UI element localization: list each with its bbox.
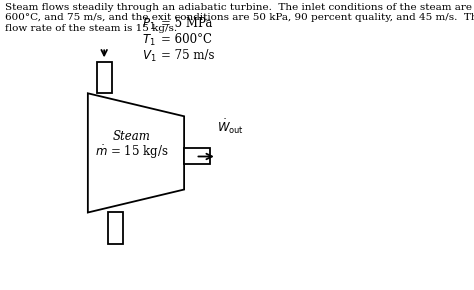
Text: $P_1$: $P_1$	[142, 17, 155, 32]
Text: Steam flows steadily through an adiabatic turbine.  The inlet conditions of the : Steam flows steadily through an adiabati…	[5, 3, 474, 33]
Text: = 5 MPa: = 5 MPa	[161, 17, 213, 30]
Bar	[97, 62, 112, 93]
Text: $V_1$: $V_1$	[142, 49, 156, 64]
Bar	[109, 213, 123, 244]
Text: $\dot{W}_\mathrm{out}$: $\dot{W}_\mathrm{out}$	[217, 118, 244, 136]
Text: = 600°C: = 600°C	[161, 33, 212, 46]
Text: = 75 m/s: = 75 m/s	[161, 49, 215, 62]
Polygon shape	[88, 93, 184, 213]
Text: $T_1$: $T_1$	[142, 33, 155, 48]
Text: $\dot{m}$ = 15 kg/s: $\dot{m}$ = 15 kg/s	[95, 144, 169, 161]
Bar	[184, 148, 210, 164]
Text: Steam: Steam	[113, 130, 151, 143]
